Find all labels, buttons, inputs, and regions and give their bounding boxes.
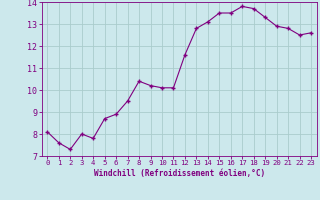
- X-axis label: Windchill (Refroidissement éolien,°C): Windchill (Refroidissement éolien,°C): [94, 169, 265, 178]
